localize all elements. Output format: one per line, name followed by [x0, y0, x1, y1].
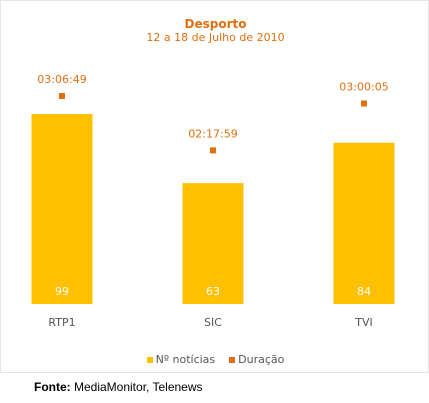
legend-swatch-noticias: [146, 356, 153, 363]
category-label-rtp1: RTP1: [48, 316, 75, 329]
chart-subtitle: 12 a 18 de Julho de 2010: [146, 31, 285, 44]
duration-label-tvi: 03:00:05: [339, 80, 388, 93]
bar-value-tvi: 84: [357, 285, 371, 298]
duration-marker-rtp1: [59, 93, 65, 99]
legend-label-noticias: Nº notícias: [155, 353, 216, 366]
bar-value-sic: 63: [206, 285, 220, 298]
source-text: MediaMonitor, Telenews: [70, 380, 203, 394]
legend-label-duracao: Duração: [238, 353, 285, 366]
source-label: Fonte:: [34, 380, 71, 394]
duration-label-rtp1: 03:06:49: [37, 73, 86, 86]
legend-item-duracao: Duração: [229, 353, 284, 366]
legend-item-noticias: Nº notícias: [146, 353, 216, 366]
chart-title: Desporto: [184, 17, 247, 31]
legend-swatch-duracao: [229, 356, 236, 363]
category-label-tvi: TVI: [354, 316, 373, 329]
bar-rtp1: [31, 114, 93, 304]
chart-legend: Nº notícias Duração: [1, 353, 429, 366]
duration-marker-sic: [210, 147, 216, 154]
bar-tvi: [333, 142, 395, 304]
bar-sic: [182, 183, 244, 304]
chart-frame: Desporto 12 a 18 de Julho de 2010 99 03:0…: [0, 0, 429, 373]
category-label-sic: SIC: [204, 316, 222, 329]
duration-marker-tvi: [361, 100, 367, 107]
bar-chart: 99 03:06:49 RTP1 63 02:17:59 SIC 84 03:00:05 TVI: [31, 73, 395, 329]
duration-label-sic: 02:17:59: [188, 127, 237, 140]
bar-value-rtp1: 99: [55, 285, 69, 298]
source-note: Fonte: MediaMonitor, Telenews: [34, 380, 203, 394]
